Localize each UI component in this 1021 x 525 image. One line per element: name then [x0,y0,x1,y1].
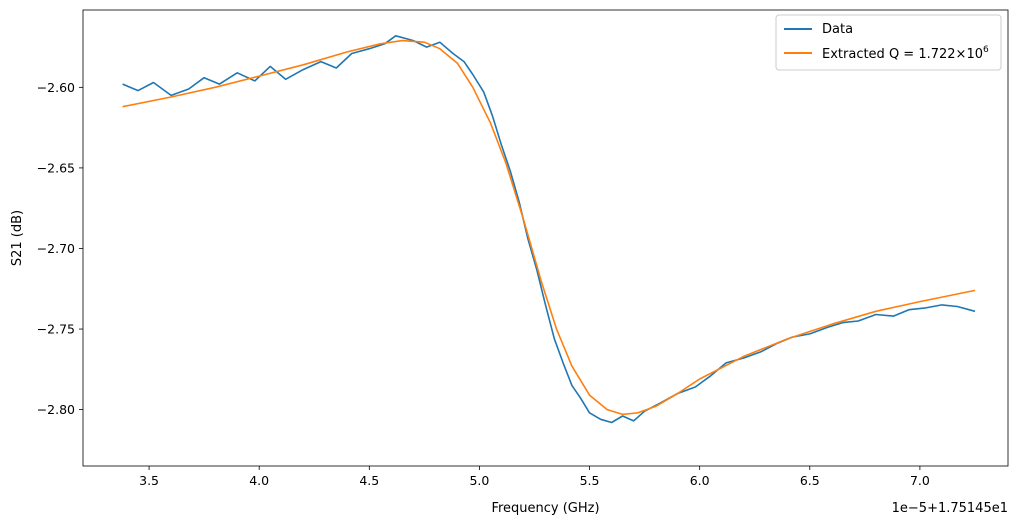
x-offset-label: 1e−5+1.75145e1 [892,501,1008,516]
y-axis-label: S21 (dB) [10,210,25,266]
x-tick-label: 4.5 [359,473,379,488]
legend-label-fit-base: Extracted Q = 1.722×10 [822,47,983,62]
y-tick-label: −2.60 [37,80,75,95]
x-tick-label: 6.0 [690,473,710,488]
data-marks [122,34,976,424]
legend-label-fit: Extracted Q = 1.722×106 [822,45,989,62]
y-tick-label: −2.70 [37,241,75,256]
x-axis-label: Frequency (GHz) [491,501,599,516]
series-line-data [122,34,976,424]
x-tick-label: 7.0 [910,473,930,488]
legend-label-data: Data [822,22,853,37]
series-line-fit [122,39,976,416]
x-tick-label: 6.5 [800,473,820,488]
y-tick-label: −2.65 [37,160,75,175]
legend-box [775,14,1002,71]
x-tick-label: 3.5 [139,473,159,488]
y-tick-label: −2.80 [37,402,75,417]
axes-frame [82,9,1009,467]
legend-label-fit-exponent: 6 [983,45,989,55]
x-ticks: 3.5 4.0 4.5 5.0 5.5 6.0 6.5 7.0 [139,466,930,488]
x-tick-label: 4.0 [249,473,269,488]
x-tick-label: 5.5 [580,473,600,488]
legend: Data Extracted Q = 1.722×106 [775,14,1002,71]
y-ticks: −2.80 −2.75 −2.70 −2.65 −2.60 [37,80,83,417]
y-tick-label: −2.75 [37,322,75,337]
x-tick-label: 5.0 [469,473,489,488]
